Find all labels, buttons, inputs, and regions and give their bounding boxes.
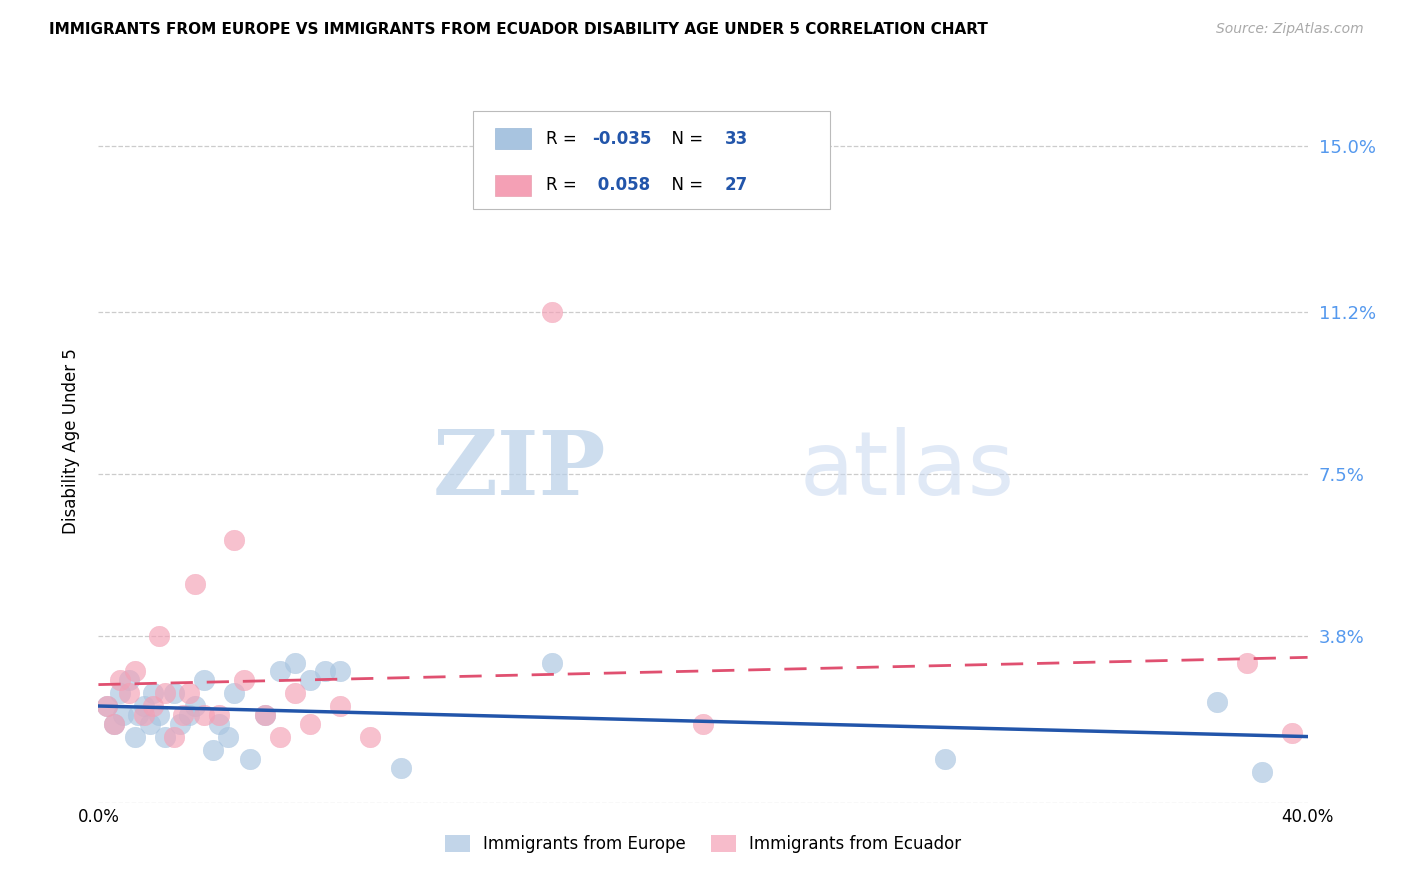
Point <box>142 686 165 700</box>
Point <box>934 752 956 766</box>
Point <box>284 686 307 700</box>
Point <box>239 752 262 766</box>
Point <box>103 717 125 731</box>
Text: R =: R = <box>546 129 582 148</box>
Point <box>132 699 155 714</box>
Point <box>329 699 352 714</box>
Point <box>314 665 336 679</box>
Point <box>284 656 307 670</box>
Point <box>389 761 412 775</box>
FancyBboxPatch shape <box>495 128 531 150</box>
Text: -0.035: -0.035 <box>592 129 651 148</box>
Point <box>108 673 131 688</box>
Point <box>269 730 291 744</box>
Point <box>96 699 118 714</box>
Point <box>184 699 207 714</box>
Point <box>142 699 165 714</box>
Point <box>217 730 239 744</box>
Point <box>202 743 225 757</box>
Text: 33: 33 <box>724 129 748 148</box>
Text: 0.058: 0.058 <box>592 177 650 194</box>
Point <box>224 533 246 547</box>
Point <box>269 665 291 679</box>
Text: R =: R = <box>546 177 582 194</box>
Point <box>540 656 562 670</box>
Point <box>118 686 141 700</box>
Point <box>172 708 194 723</box>
Text: atlas: atlas <box>800 427 1015 514</box>
Point <box>139 717 162 731</box>
Point <box>1236 656 1258 670</box>
Point <box>1281 725 1303 739</box>
Point <box>232 673 254 688</box>
Point <box>118 673 141 688</box>
Point <box>108 686 131 700</box>
Point <box>124 665 146 679</box>
Point <box>193 708 215 723</box>
Point <box>132 708 155 723</box>
Point <box>1206 695 1229 709</box>
Point <box>253 708 276 723</box>
Point <box>163 730 186 744</box>
Point <box>179 708 201 723</box>
Legend: Immigrants from Europe, Immigrants from Ecuador: Immigrants from Europe, Immigrants from … <box>439 828 967 860</box>
Point <box>360 730 382 744</box>
Point <box>96 699 118 714</box>
Point <box>253 708 276 723</box>
FancyBboxPatch shape <box>495 175 531 196</box>
Text: IMMIGRANTS FROM EUROPE VS IMMIGRANTS FROM ECUADOR DISABILITY AGE UNDER 5 CORRELA: IMMIGRANTS FROM EUROPE VS IMMIGRANTS FRO… <box>49 22 988 37</box>
Point <box>148 708 170 723</box>
Point <box>1251 765 1274 780</box>
Point <box>692 717 714 731</box>
Text: N =: N = <box>661 177 709 194</box>
Point <box>163 686 186 700</box>
Point <box>208 717 231 731</box>
Point <box>540 305 562 319</box>
Point <box>169 717 191 731</box>
Point <box>148 629 170 643</box>
Text: Source: ZipAtlas.com: Source: ZipAtlas.com <box>1216 22 1364 37</box>
Point <box>153 686 176 700</box>
Point <box>179 686 201 700</box>
Point <box>299 717 322 731</box>
Point <box>111 708 134 723</box>
Point <box>193 673 215 688</box>
Y-axis label: Disability Age Under 5: Disability Age Under 5 <box>62 349 80 534</box>
Point <box>184 577 207 591</box>
Text: N =: N = <box>661 129 709 148</box>
Point <box>103 717 125 731</box>
Point <box>224 686 246 700</box>
Point <box>208 708 231 723</box>
Text: ZIP: ZIP <box>433 427 606 514</box>
Point <box>153 730 176 744</box>
Text: 27: 27 <box>724 177 748 194</box>
FancyBboxPatch shape <box>474 112 830 209</box>
Point <box>127 708 149 723</box>
Point <box>299 673 322 688</box>
Point <box>329 665 352 679</box>
Point <box>124 730 146 744</box>
